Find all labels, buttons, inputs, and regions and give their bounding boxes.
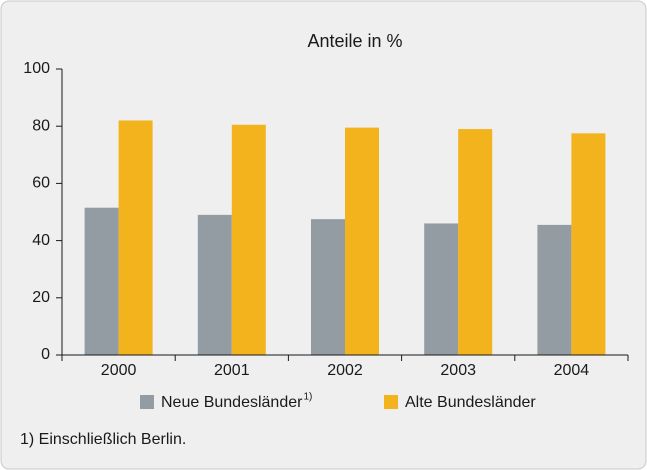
x-tick-label: 2003 <box>440 362 476 379</box>
x-tick-label: 2004 <box>554 362 590 379</box>
legend-label: Alte Bundesländer <box>405 394 536 411</box>
y-tick-label: 0 <box>41 346 50 363</box>
bar <box>571 133 606 355</box>
legend-swatch <box>140 395 154 409</box>
x-tick-label: 2001 <box>214 362 250 379</box>
y-tick-label: 40 <box>32 232 50 249</box>
bar <box>197 214 232 355</box>
bar <box>311 219 345 355</box>
bar <box>424 223 459 355</box>
legend-swatch <box>384 395 398 409</box>
bar <box>537 224 572 355</box>
bar <box>458 129 493 355</box>
chart-title: Anteile in % <box>307 31 402 51</box>
x-tick-label: 2002 <box>327 362 363 379</box>
bar <box>118 120 153 355</box>
y-tick-label: 20 <box>32 289 50 306</box>
y-tick-label: 60 <box>32 175 50 192</box>
legend-label: Neue Bundesländer <box>161 394 303 411</box>
y-tick-label: 100 <box>23 60 50 77</box>
y-tick-label: 80 <box>32 117 50 134</box>
bar <box>231 124 266 356</box>
bar <box>345 127 379 355</box>
legend-footnote-marker: 1) <box>303 392 312 403</box>
x-tick-label: 2000 <box>101 362 137 379</box>
bar <box>84 207 119 355</box>
footnote: 1) Einschließlich Berlin. <box>20 431 186 448</box>
